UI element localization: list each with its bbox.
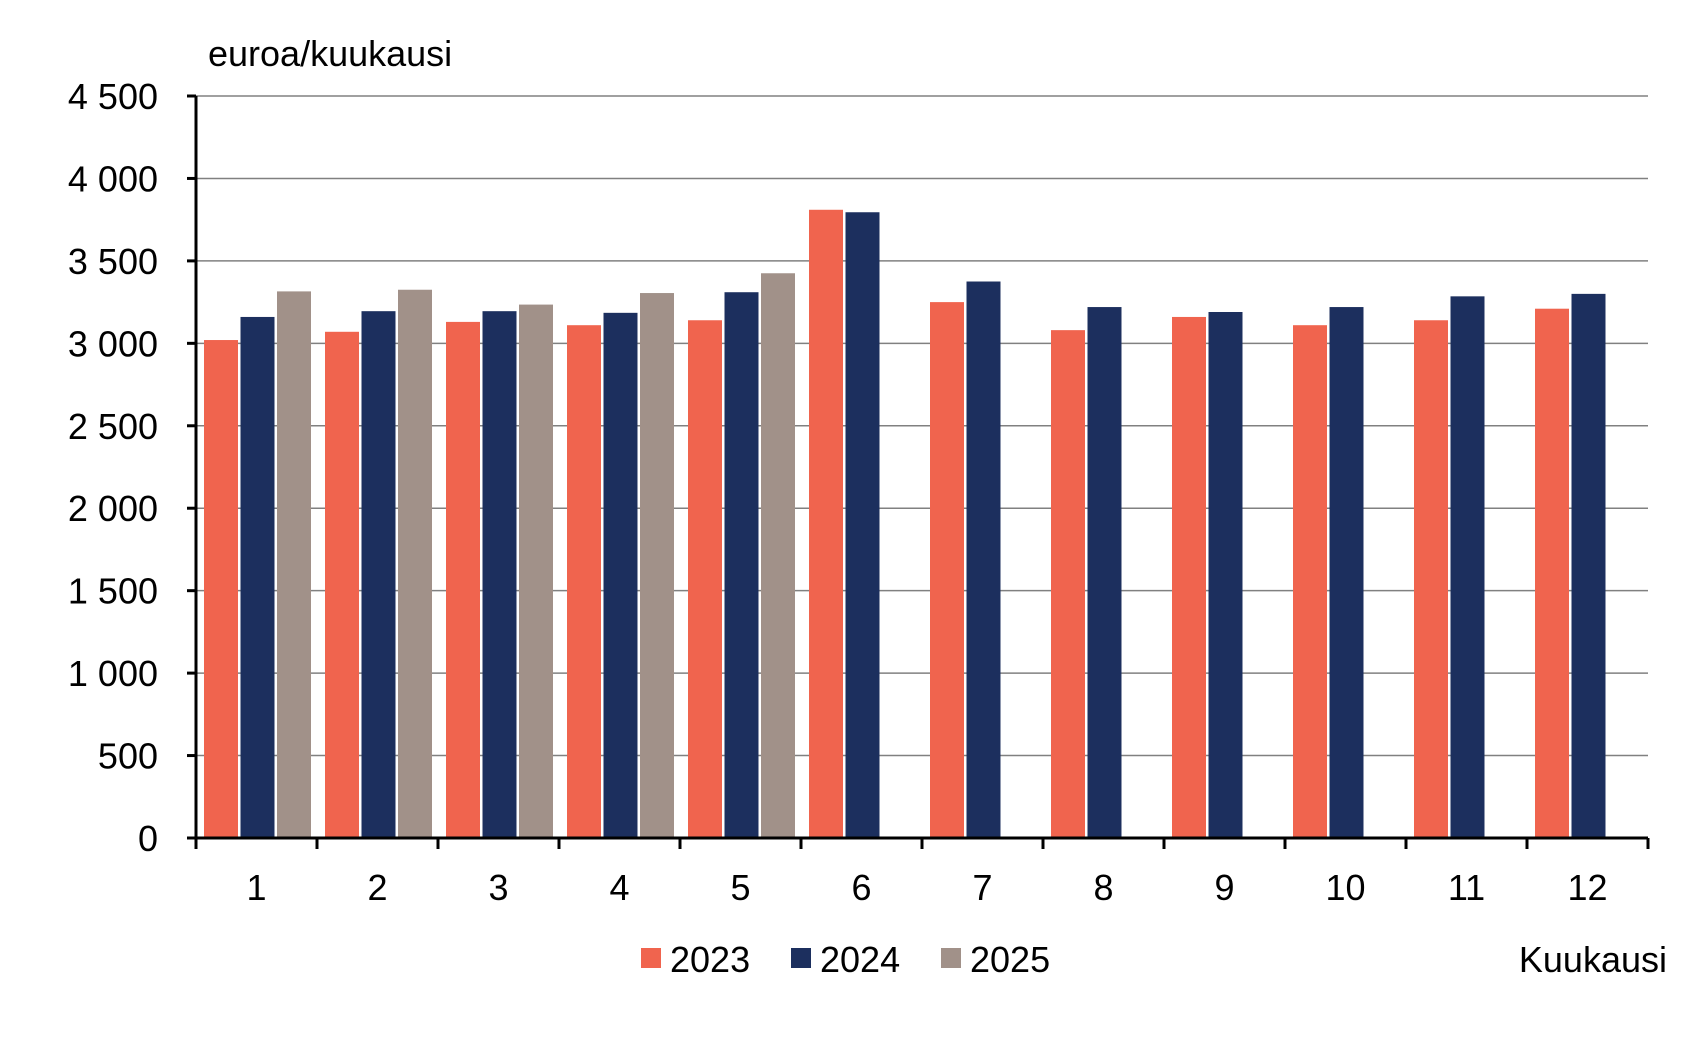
- x-axis-title: Kuukausi: [1519, 939, 1667, 980]
- bar-2024-10: [1329, 307, 1364, 839]
- legend-label-2025: 2025: [970, 939, 1050, 980]
- gridlines: [196, 95, 1648, 757]
- bar-2025-5: [761, 273, 795, 838]
- legend-swatch-2024: [791, 948, 811, 968]
- y-tick-label: 1 500: [68, 571, 158, 612]
- x-tick-label: 6: [851, 867, 871, 908]
- y-tick-label: 2 000: [68, 488, 158, 529]
- legend-swatch-2023: [641, 948, 661, 968]
- x-tick-label: 10: [1325, 867, 1365, 908]
- y-axis-title: euroa/kuukausi: [208, 33, 452, 74]
- bar-2024-11: [1450, 296, 1485, 839]
- bar-2025-1: [277, 291, 311, 839]
- x-tick-label: 3: [488, 867, 508, 908]
- y-tick-label: 500: [98, 736, 158, 777]
- legend: 2023 2024 2025: [641, 939, 1050, 980]
- bar-2025-2: [398, 289, 432, 838]
- x-tick-label: 1: [246, 867, 266, 908]
- bar-2023-11: [1414, 320, 1448, 838]
- y-tick-label: 3 000: [68, 323, 158, 364]
- bar-2024-6: [845, 212, 880, 838]
- y-tick-label: 2 500: [68, 406, 158, 447]
- y-tick-label: 1 000: [68, 653, 158, 694]
- bar-2023-12: [1535, 308, 1569, 838]
- bar-2023-8: [1051, 330, 1085, 838]
- bar-2023-10: [1293, 325, 1327, 838]
- bar-2024-9: [1208, 312, 1243, 838]
- bar-2023-9: [1172, 316, 1206, 838]
- legend-swatch-2025: [941, 948, 961, 968]
- x-tick-label: 2: [367, 867, 387, 908]
- legend-label-2024: 2024: [820, 939, 900, 980]
- y-tick-label: 4 000: [68, 158, 158, 199]
- x-tick-label: 8: [1093, 867, 1113, 908]
- bar-2024-3: [482, 311, 517, 838]
- bars: [204, 209, 1606, 839]
- y-tick-label: 0: [138, 818, 158, 859]
- bar-2023-1: [204, 340, 238, 838]
- legend-label-2023: 2023: [670, 939, 750, 980]
- bar-2024-8: [1087, 307, 1122, 839]
- axes: [187, 94, 1650, 849]
- bar-2024-2: [361, 311, 396, 838]
- bar-2025-3: [519, 304, 553, 838]
- y-tick-label: 4 500: [68, 76, 158, 117]
- x-tick-labels: 1 2 3 4 5 6 7 8 9 10 11 12: [246, 867, 1607, 908]
- bar-2024-5: [724, 292, 759, 838]
- bar-2023-6: [809, 209, 843, 839]
- bar-2024-1: [240, 316, 275, 838]
- bar-2025-4: [640, 293, 674, 838]
- x-tick-label: 12: [1567, 867, 1607, 908]
- bar-2024-12: [1571, 293, 1606, 838]
- bar-2023-2: [325, 331, 359, 838]
- x-tick-label: 11: [1448, 867, 1485, 908]
- bar-2024-4: [603, 312, 638, 839]
- x-tick-label: 4: [609, 867, 629, 908]
- bar-2023-7: [930, 302, 964, 839]
- y-tick-label: 3 500: [68, 241, 158, 282]
- x-tick-label: 7: [972, 867, 992, 908]
- bar-2023-4: [567, 325, 601, 838]
- y-tick-labels: 0 500 1 000 1 500 2 000 2 500 3 000 3 500 4 000 4…: [68, 76, 158, 859]
- bar-2023-5: [688, 320, 722, 838]
- x-tick-label: 9: [1214, 867, 1234, 908]
- bar-2024-7: [966, 281, 1001, 838]
- x-tick-label: 5: [730, 867, 750, 908]
- bar-2023-3: [446, 321, 480, 838]
